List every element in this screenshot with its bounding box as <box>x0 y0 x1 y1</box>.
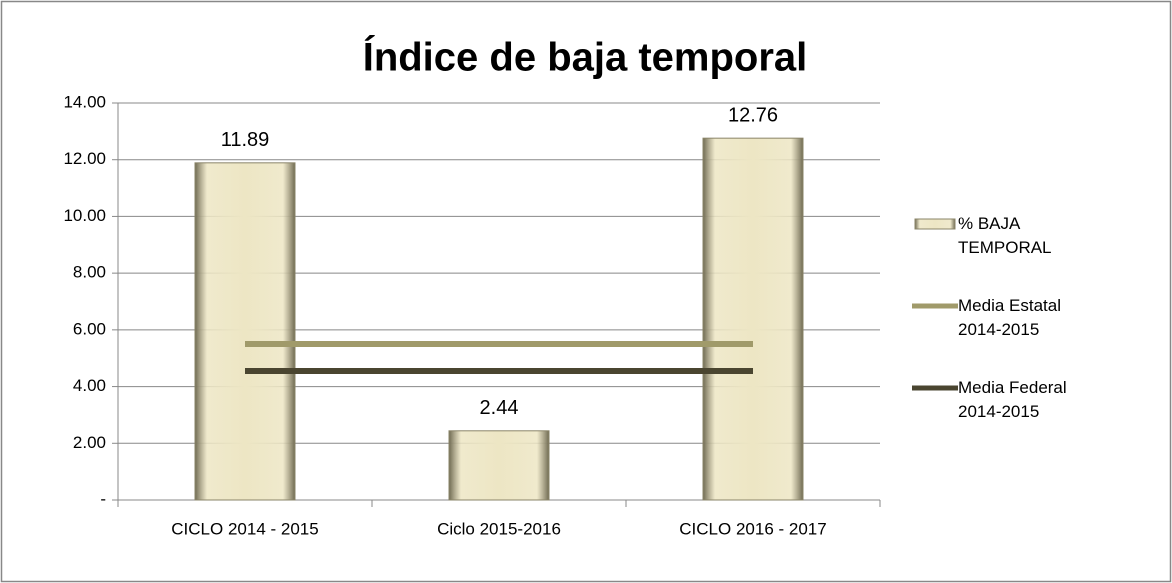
x-tick-label: Ciclo 2015-2016 <box>437 519 561 538</box>
legend-item: % BAJA TEMPORAL <box>912 212 1112 260</box>
legend-label: Media Federal 2014-2015 <box>958 378 1067 421</box>
chart-title: Índice de baja temporal <box>363 35 808 80</box>
y-tick-label: 14.00 <box>63 92 106 111</box>
y-tick-label: 12.00 <box>63 149 106 168</box>
y-tick-label: 4.00 <box>73 376 106 395</box>
y-tick-label: 8.00 <box>73 263 106 282</box>
legend-marker <box>912 303 958 309</box>
data-label: 12.76 <box>728 104 778 126</box>
legend-item: Media Federal 2014-2015 <box>912 376 1112 424</box>
legend-label: % BAJA TEMPORAL <box>958 214 1052 257</box>
legend-label: Media Estatal 2014-2015 <box>958 296 1061 339</box>
data-label: 2.44 <box>480 397 519 419</box>
bar <box>194 162 296 501</box>
legend-marker <box>912 385 958 391</box>
y-tick-label: 2.00 <box>73 433 106 452</box>
legend: % BAJA TEMPORAL Media Estatal 2014-2015 Me… <box>912 212 1112 458</box>
y-tick-label: 6.00 <box>73 319 106 338</box>
y-tick-label: - <box>100 489 106 508</box>
legend-item: Media Estatal 2014-2015 <box>912 294 1112 342</box>
x-tick-label: CICLO 2014 - 2015 <box>171 519 318 538</box>
data-label: 11.89 <box>221 129 270 151</box>
bar <box>702 137 804 501</box>
legend-swatch <box>914 218 956 230</box>
y-tick-label: 10.00 <box>63 206 106 225</box>
bar <box>448 430 550 501</box>
x-tick-label: CICLO 2016 - 2017 <box>679 519 826 538</box>
legend-marker <box>914 218 956 230</box>
